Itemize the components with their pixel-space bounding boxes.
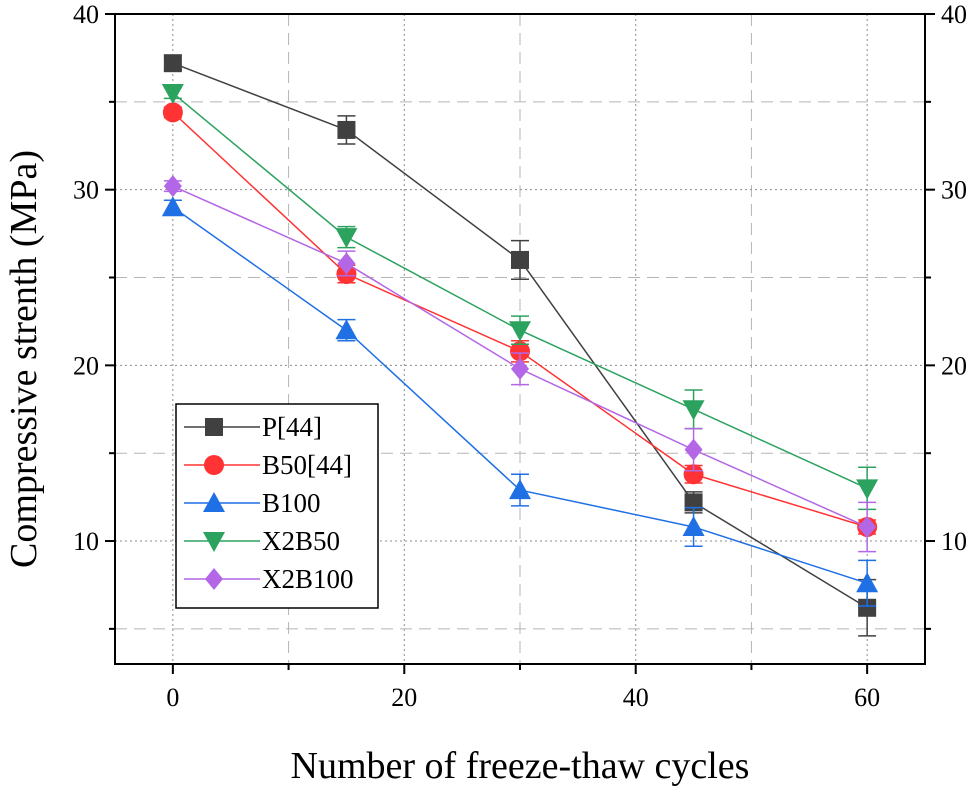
legend-label: B100	[262, 488, 321, 518]
y-left-tick-label: 20	[73, 351, 99, 380]
legend-label: X2B100	[262, 564, 354, 594]
series-P[44]	[163, 54, 877, 637]
x-tick-label: 0	[166, 683, 179, 712]
legend-item: X2B100	[184, 564, 354, 594]
data-point	[511, 357, 529, 380]
data-point	[509, 479, 531, 500]
data-point	[684, 438, 703, 461]
data-point	[509, 321, 531, 342]
data-point	[337, 120, 356, 139]
data-point	[858, 515, 877, 538]
data-point	[856, 572, 879, 593]
y-right-tick-label: 10	[941, 527, 967, 556]
data-point	[161, 84, 184, 105]
legend-label: P[44]	[262, 412, 322, 442]
legend-item: B100	[184, 488, 321, 518]
data-point	[337, 252, 356, 275]
data-point	[161, 196, 184, 217]
axis-tick-labels: 0 20 40 60 10 10 20 20 30 30 40 40	[73, 0, 967, 712]
y-right-tick-label: 40	[941, 0, 967, 29]
x-tick-label: 20	[391, 683, 417, 712]
data-point	[683, 464, 704, 485]
axis-ticks	[105, 13, 935, 674]
legend-label: B50[44]	[262, 450, 352, 480]
data-point	[856, 479, 879, 500]
x-axis-title: Number of freeze-thaw cycles	[291, 745, 750, 787]
data-point	[684, 493, 703, 512]
data-point	[335, 319, 358, 340]
y-left-tick-label: 40	[73, 0, 99, 29]
y-right-tick-label: 30	[941, 176, 967, 205]
series-B100	[161, 196, 879, 607]
data-point	[858, 598, 877, 617]
y-left-tick-label: 10	[73, 527, 99, 556]
y-axis-title: Compressive strenth (MPa)	[3, 150, 45, 568]
legend-item: B50[44]	[184, 450, 352, 480]
series-X2B50	[161, 84, 879, 511]
legend-marker	[203, 492, 225, 512]
data-point	[162, 102, 183, 123]
data-point	[510, 341, 530, 362]
y-left-tick-label: 30	[73, 176, 99, 205]
legend-item: P[44]	[184, 412, 322, 442]
data-point	[163, 54, 182, 73]
legend-marker	[205, 568, 223, 590]
legend-marker	[203, 532, 225, 552]
legend-label: X2B50	[262, 526, 340, 556]
data-point	[682, 400, 705, 421]
data-point	[163, 175, 182, 198]
data-point	[511, 250, 529, 269]
legend-item: X2B50	[184, 526, 340, 556]
legend-marker	[204, 455, 224, 475]
series-layer	[161, 54, 879, 637]
data-point	[335, 228, 358, 249]
legend-marker	[205, 418, 223, 436]
series-B50[44]	[162, 102, 878, 537]
x-tick-label: 40	[623, 683, 649, 712]
x-tick-label: 60	[854, 683, 880, 712]
data-point	[682, 515, 705, 536]
legend: P[44] B50[44] B100 X2B50 X2B100	[175, 403, 379, 609]
series-X2B100	[163, 175, 877, 553]
y-right-tick-label: 20	[941, 351, 967, 380]
